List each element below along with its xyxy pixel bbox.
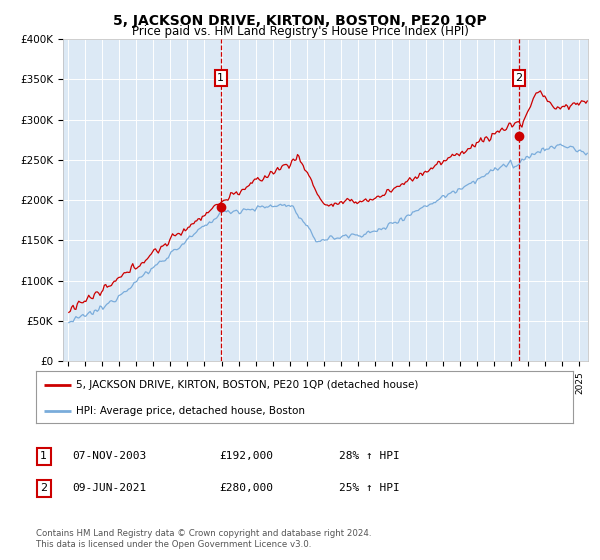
Text: £192,000: £192,000 — [219, 451, 273, 461]
Text: HPI: Average price, detached house, Boston: HPI: Average price, detached house, Bost… — [76, 407, 305, 417]
Text: 5, JACKSON DRIVE, KIRTON, BOSTON, PE20 1QP: 5, JACKSON DRIVE, KIRTON, BOSTON, PE20 1… — [113, 14, 487, 28]
Text: Contains HM Land Registry data © Crown copyright and database right 2024.
This d: Contains HM Land Registry data © Crown c… — [36, 529, 371, 549]
Text: £280,000: £280,000 — [219, 483, 273, 493]
Text: 07-NOV-2003: 07-NOV-2003 — [72, 451, 146, 461]
Text: 2: 2 — [40, 483, 47, 493]
Text: 5, JACKSON DRIVE, KIRTON, BOSTON, PE20 1QP (detached house): 5, JACKSON DRIVE, KIRTON, BOSTON, PE20 1… — [76, 380, 419, 390]
Text: 28% ↑ HPI: 28% ↑ HPI — [339, 451, 400, 461]
Text: 1: 1 — [40, 451, 47, 461]
Text: 09-JUN-2021: 09-JUN-2021 — [72, 483, 146, 493]
Text: 2: 2 — [515, 73, 523, 83]
Text: 1: 1 — [217, 73, 224, 83]
Text: Price paid vs. HM Land Registry's House Price Index (HPI): Price paid vs. HM Land Registry's House … — [131, 25, 469, 38]
Text: 25% ↑ HPI: 25% ↑ HPI — [339, 483, 400, 493]
